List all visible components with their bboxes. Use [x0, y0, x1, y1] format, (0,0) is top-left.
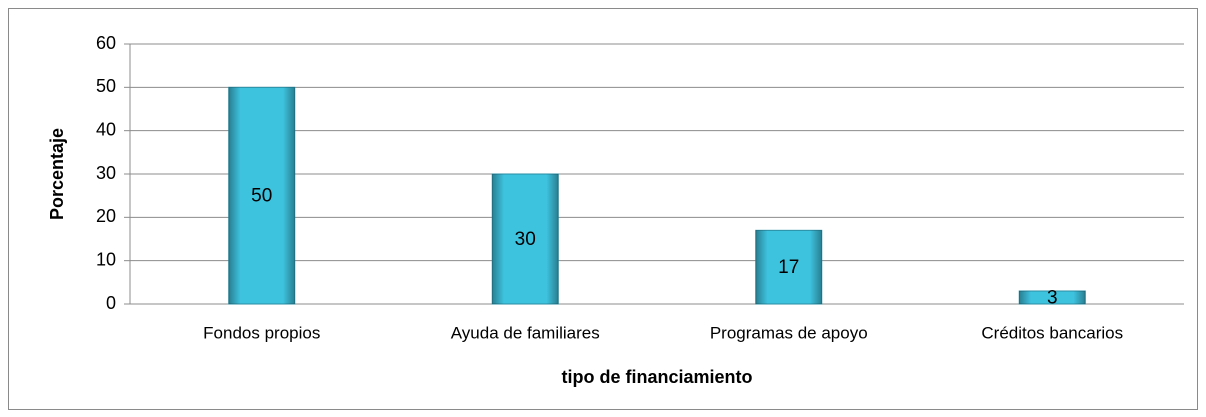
y-tick-label: 40 — [96, 119, 116, 139]
y-tick-label: 0 — [106, 293, 116, 313]
data-label: 17 — [778, 257, 799, 278]
bar-shade — [1019, 291, 1086, 304]
x-axis-title: tipo de financiamiento — [561, 367, 752, 387]
y-tick-label: 10 — [96, 249, 116, 269]
x-tick-label: Ayuda de familiares — [451, 323, 600, 342]
x-tick-label: Programas de apoyo — [710, 323, 868, 342]
bar-shade — [228, 87, 295, 304]
data-label: 3 — [1047, 288, 1058, 309]
y-axis-title: Porcentaje — [47, 128, 67, 220]
y-tick-label: 20 — [96, 206, 116, 226]
x-tick-label: Fondos propios — [203, 323, 320, 342]
x-tick-label: Créditos bancarios — [981, 323, 1123, 342]
y-tick-label: 50 — [96, 76, 116, 96]
bar-shade — [755, 230, 822, 304]
y-tick-label: 60 — [96, 33, 116, 53]
chart-frame — [8, 8, 1198, 410]
data-label: 30 — [515, 229, 536, 250]
bar-shade — [492, 174, 559, 304]
y-tick-label: 30 — [96, 163, 116, 183]
data-label: 50 — [251, 186, 272, 207]
